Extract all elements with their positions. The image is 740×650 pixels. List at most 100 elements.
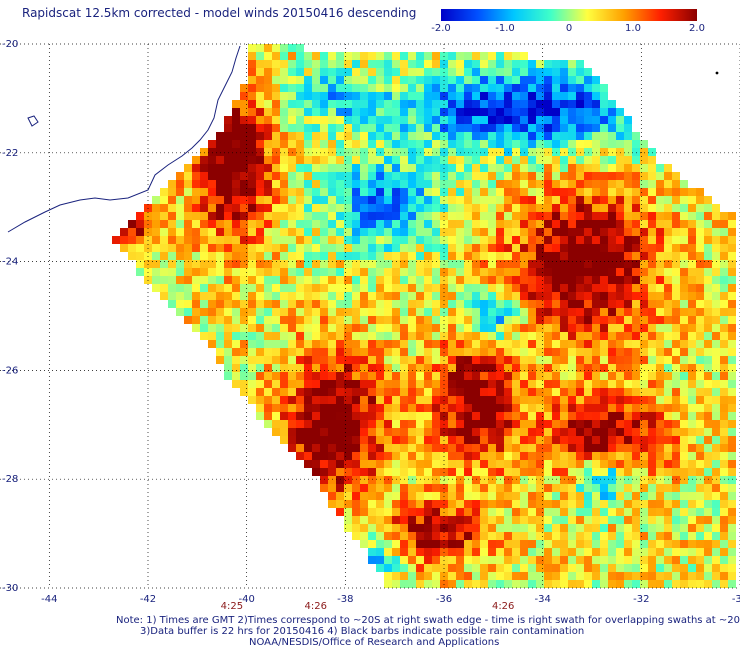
wind-cell <box>672 372 680 380</box>
wind-cell <box>456 76 464 84</box>
wind-cell <box>360 188 368 196</box>
wind-cell <box>464 76 472 84</box>
wind-cell <box>232 244 240 252</box>
wind-cell <box>512 564 520 572</box>
wind-cell <box>368 492 376 500</box>
wind-cell <box>552 76 560 84</box>
wind-cell <box>656 564 664 572</box>
wind-cell <box>704 260 712 268</box>
wind-cell <box>424 396 432 404</box>
wind-cell <box>712 412 720 420</box>
wind-cell <box>648 180 656 188</box>
wind-cell <box>464 212 472 220</box>
wind-cell <box>408 508 416 516</box>
wind-cell <box>632 284 640 292</box>
wind-cell <box>320 268 328 276</box>
wind-cell <box>344 108 352 116</box>
wind-cell <box>328 412 336 420</box>
wind-cell <box>688 396 696 404</box>
wind-cell <box>424 316 432 324</box>
wind-cell <box>472 532 480 540</box>
wind-cell <box>376 100 384 108</box>
wind-cell <box>608 276 616 284</box>
wind-cell <box>448 564 456 572</box>
wind-cell <box>536 500 544 508</box>
wind-cell <box>448 308 456 316</box>
wind-cell <box>528 244 536 252</box>
wind-cell <box>528 420 536 428</box>
wind-cell <box>376 484 384 492</box>
wind-cell <box>616 556 624 564</box>
wind-cell <box>400 308 408 316</box>
wind-cell <box>680 300 688 308</box>
wind-cell <box>520 348 528 356</box>
wind-cell <box>264 420 272 428</box>
wind-cell <box>336 172 344 180</box>
wind-cell <box>584 308 592 316</box>
wind-cell <box>472 260 480 268</box>
wind-cell <box>288 252 296 260</box>
wind-cell <box>688 356 696 364</box>
wind-cell <box>320 332 328 340</box>
wind-cell <box>384 332 392 340</box>
wind-cell <box>568 356 576 364</box>
wind-cell <box>192 276 200 284</box>
wind-cell <box>664 564 672 572</box>
wind-cell <box>592 404 600 412</box>
wind-cell <box>544 332 552 340</box>
wind-cell <box>696 476 704 484</box>
wind-cell <box>336 228 344 236</box>
wind-cell <box>616 580 624 588</box>
wind-cell <box>336 348 344 356</box>
wind-cell <box>456 428 464 436</box>
wind-cell <box>480 436 488 444</box>
wind-cell <box>640 332 648 340</box>
wind-cell <box>176 236 184 244</box>
wind-cell <box>568 412 576 420</box>
wind-cell <box>624 284 632 292</box>
wind-cell <box>208 220 216 228</box>
wind-cell <box>280 196 288 204</box>
wind-cell <box>296 364 304 372</box>
wind-cell <box>488 348 496 356</box>
wind-cell <box>600 108 608 116</box>
wind-cell <box>520 564 528 572</box>
wind-cell <box>232 260 240 268</box>
wind-cell <box>312 220 320 228</box>
wind-cell <box>568 76 576 84</box>
wind-cell <box>592 476 600 484</box>
wind-cell <box>400 444 408 452</box>
wind-cell <box>248 188 256 196</box>
wind-cell <box>576 364 584 372</box>
wind-cell <box>432 564 440 572</box>
wind-cell <box>240 300 248 308</box>
wind-cell <box>488 572 496 580</box>
wind-cell <box>152 228 160 236</box>
wind-cell <box>648 172 656 180</box>
wind-cell <box>568 252 576 260</box>
wind-cell <box>208 204 216 212</box>
wind-cell <box>576 268 584 276</box>
wind-cell <box>296 380 304 388</box>
wind-cell <box>336 316 344 324</box>
wind-cell <box>344 388 352 396</box>
wind-cell <box>288 412 296 420</box>
wind-cell <box>512 548 520 556</box>
wind-cell <box>400 316 408 324</box>
wind-cell <box>720 396 728 404</box>
wind-cell <box>624 364 632 372</box>
wind-cell <box>552 564 560 572</box>
wind-cell <box>552 284 560 292</box>
wind-cell <box>648 444 656 452</box>
wind-cell <box>376 164 384 172</box>
wind-cell <box>360 380 368 388</box>
wind-cell <box>624 324 632 332</box>
wind-cell <box>488 212 496 220</box>
wind-cell <box>488 524 496 532</box>
wind-cell <box>312 92 320 100</box>
wind-cell <box>512 220 520 228</box>
wind-cell <box>608 268 616 276</box>
wind-cell <box>664 572 672 580</box>
wind-cell <box>568 148 576 156</box>
wind-cell <box>360 76 368 84</box>
